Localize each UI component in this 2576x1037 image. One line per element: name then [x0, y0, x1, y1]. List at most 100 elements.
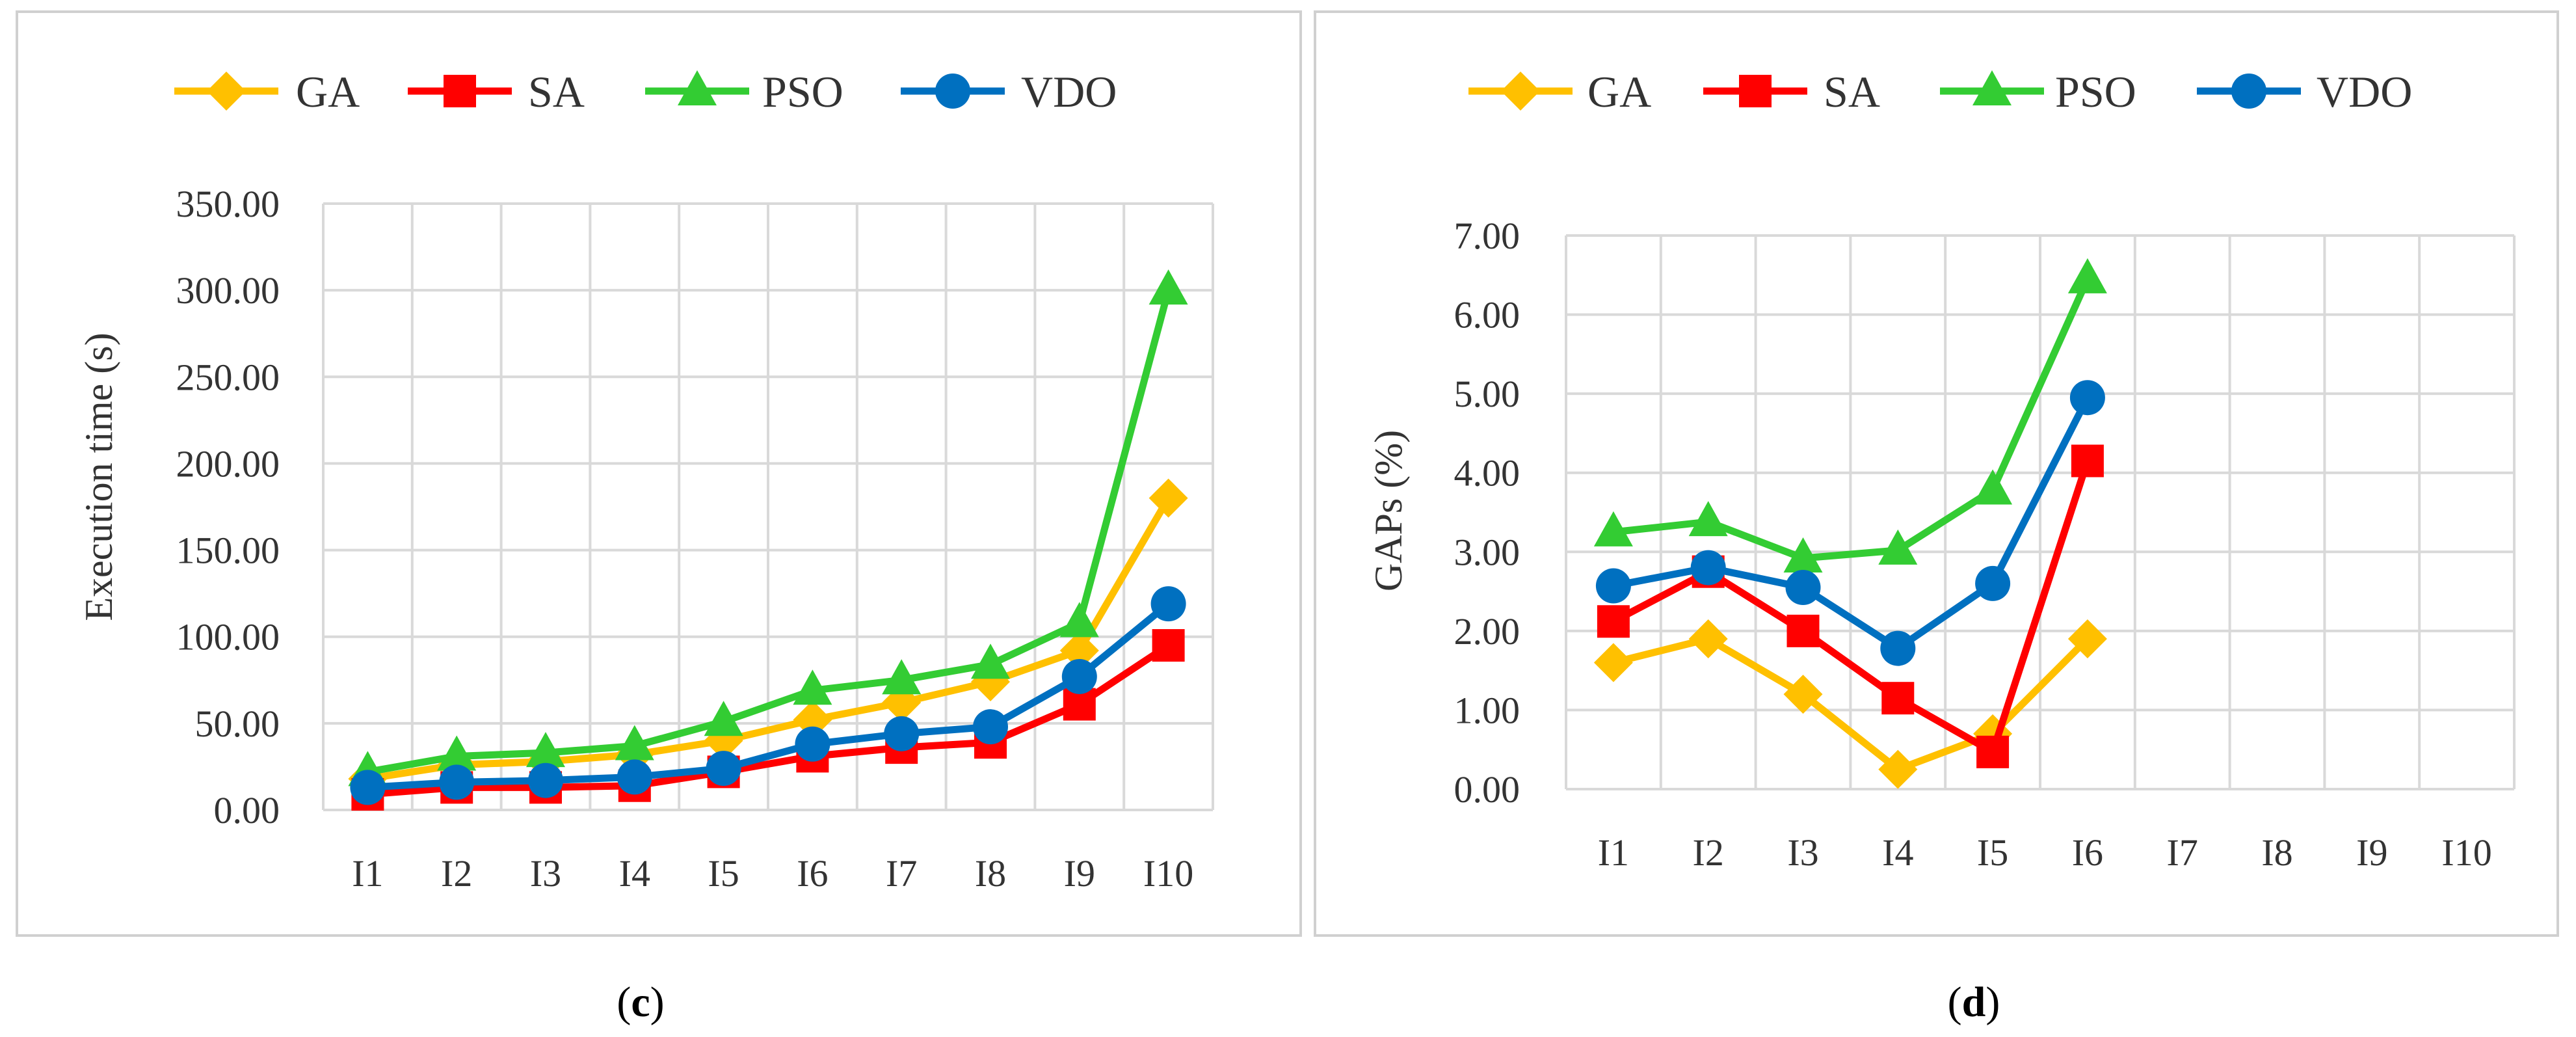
legend-item-vdo: VDO	[2197, 67, 2412, 116]
data-point	[706, 751, 741, 787]
legend-label: SA	[528, 67, 585, 116]
x-tick-label: I5	[1977, 831, 2008, 874]
x-tick-label: I9	[1064, 852, 1095, 895]
y-tick-label: 300.00	[176, 269, 280, 312]
legend-marker	[207, 72, 246, 111]
series-group	[348, 269, 1188, 811]
y-tick-label: 6.00	[1454, 294, 1520, 336]
data-point	[882, 659, 922, 695]
data-point	[1688, 619, 1728, 659]
data-point	[1593, 511, 1633, 546]
x-tick-label: I5	[708, 852, 739, 895]
legend-item-pso: PSO	[1940, 67, 2136, 116]
x-tick-labels: I1 I2 I3 I4 I5 I6 I7 I8 I9 I10	[1598, 831, 2492, 874]
data-point	[2067, 619, 2107, 659]
series-vdo	[350, 586, 1186, 805]
legend-item-vdo: VDO	[901, 67, 1117, 116]
data-point	[1149, 478, 1188, 518]
series-line	[1612, 635, 2090, 774]
caption-d: (d)	[1948, 978, 2000, 1026]
data-point	[793, 669, 832, 705]
x-tick-label: I10	[2441, 831, 2491, 874]
data-point	[971, 643, 1010, 679]
x-tick-label: I3	[530, 852, 561, 895]
data-point	[1149, 269, 1188, 305]
caption-open-paren: (	[1948, 978, 1962, 1026]
series-group	[1593, 258, 2107, 789]
y-tick-labels: 0.00 50.00 100.00 150.00 200.00 250.00 300.00 3…	[176, 183, 280, 831]
x-tick-label: I8	[2261, 831, 2292, 874]
y-tick-label: 4.00	[1454, 452, 1520, 494]
x-tick-label: I1	[352, 852, 383, 895]
y-tick-label: 100.00	[176, 616, 280, 658]
legend-marker	[1501, 72, 1540, 111]
data-point	[1597, 605, 1630, 638]
caption-letter: c	[631, 978, 650, 1026]
y-tick-label: 0.00	[1454, 768, 1520, 811]
x-tick-label: I3	[1787, 831, 1818, 874]
data-point	[973, 709, 1008, 745]
series-line	[367, 496, 1172, 783]
legend-item-sa: SA	[408, 67, 585, 116]
caption-c: (c)	[617, 978, 664, 1026]
legend-label: VDO	[1021, 67, 1117, 116]
data-point	[617, 759, 652, 795]
series-vdo	[1595, 380, 2105, 666]
data-point	[1976, 735, 2010, 768]
data-point	[704, 701, 743, 736]
legend-label: PSO	[762, 67, 843, 116]
data-point	[1783, 675, 1823, 714]
data-point	[615, 725, 654, 761]
x-tick-label: I7	[2167, 831, 2198, 874]
legend-marker	[2231, 74, 2266, 109]
data-point	[1150, 586, 1186, 622]
data-point	[2071, 444, 2104, 478]
legend-label: SA	[1824, 67, 1880, 116]
caption-close-paren: )	[650, 978, 665, 1026]
data-point	[437, 735, 477, 771]
series-line	[367, 289, 1172, 775]
x-tick-label: I6	[797, 852, 828, 895]
data-point	[439, 764, 475, 800]
legend-label: VDO	[2317, 67, 2412, 116]
y-tick-label: 1.00	[1454, 689, 1520, 731]
legend-item-pso: PSO	[645, 67, 843, 116]
data-point	[1059, 602, 1099, 638]
y-tick-label: 50.00	[195, 703, 280, 745]
y-tick-label: 200.00	[176, 442, 280, 485]
chart-c: 0.00 50.00 100.00 150.00 200.00 250.00 300.00 3…	[16, 10, 1302, 1026]
plot-grid	[322, 202, 1214, 811]
y-tick-labels: 0.00 1.00 2.00 3.00 4.00 5.00 6.00 7.00	[1454, 215, 1520, 811]
legend-item-ga: GA	[1468, 67, 1651, 116]
y-tick-label: 150.00	[176, 530, 280, 572]
legend-label: GA	[1587, 67, 1651, 116]
data-point	[1973, 469, 2013, 505]
data-point	[526, 732, 565, 768]
data-point	[2069, 380, 2105, 416]
x-tick-label: I7	[886, 852, 917, 895]
legend-marker	[444, 75, 476, 107]
data-point	[1152, 629, 1185, 662]
data-point	[884, 716, 920, 751]
legend-label: PSO	[2055, 67, 2136, 116]
data-point	[1786, 614, 1820, 647]
data-point	[1783, 537, 1823, 573]
legend-marker	[678, 70, 717, 105]
y-axis-label: Execution time (s)	[77, 332, 120, 621]
data-point	[1061, 658, 1097, 694]
x-tick-label: I4	[619, 852, 650, 895]
caption-close-paren: )	[1985, 978, 2000, 1026]
data-point	[2067, 258, 2107, 293]
data-point	[1059, 631, 1099, 671]
plot-grid	[1565, 234, 2516, 790]
x-tick-label: I10	[1143, 852, 1193, 895]
x-tick-label: I6	[2072, 831, 2103, 874]
data-point	[1975, 565, 2011, 601]
legend-marker	[935, 74, 970, 109]
caption-letter: d	[1962, 978, 1986, 1026]
legend-item-ga: GA	[174, 67, 360, 116]
legend: GA SA PSO VDO	[1468, 67, 2412, 116]
legend-label: GA	[296, 67, 360, 116]
series-line	[1613, 277, 2091, 562]
x-tick-label: I8	[975, 852, 1006, 895]
